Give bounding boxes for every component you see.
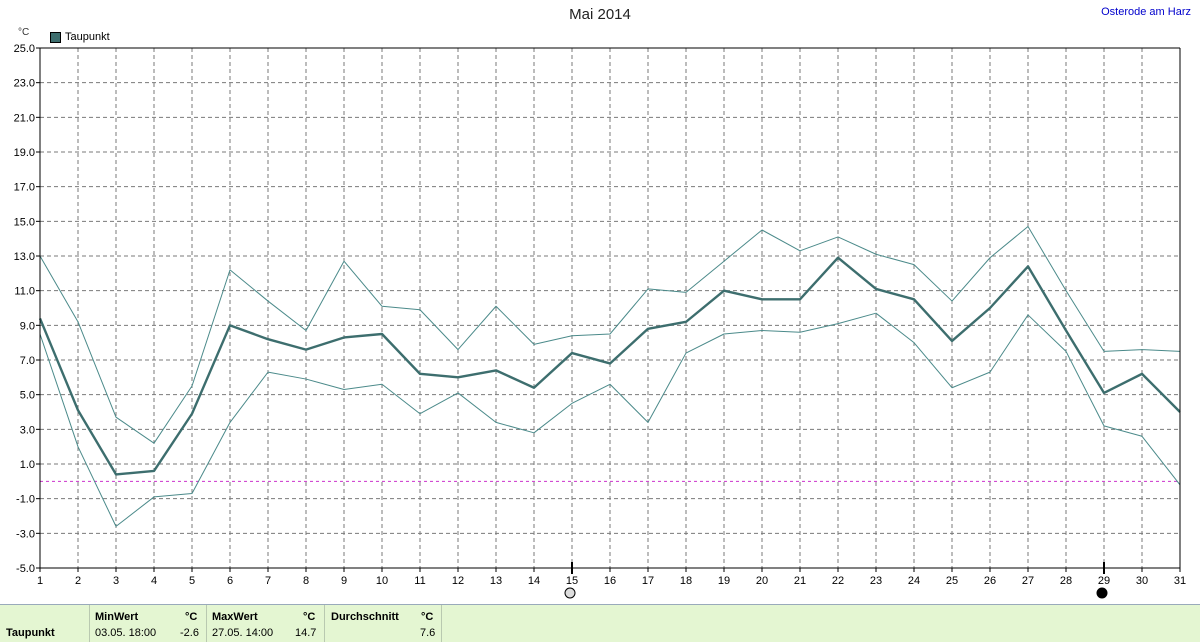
stats-panel: Taupunkt MinWert °C 03.05. 18:00 -2.6 Ma… xyxy=(0,604,1200,642)
legend-swatch xyxy=(50,31,61,43)
x-tick-label: 19 xyxy=(718,575,730,587)
avg-value: 7.6 xyxy=(420,627,436,639)
legend-label: Taupunkt xyxy=(65,31,110,43)
x-tick-label: 6 xyxy=(227,575,233,587)
x-tick-label: 24 xyxy=(908,575,920,587)
y-tick-label: -3.0 xyxy=(16,528,35,540)
moon-phase-markers xyxy=(564,562,1108,599)
min-label: MinWert xyxy=(95,611,139,623)
y-tick-label: -1.0 xyxy=(16,494,35,506)
x-tick-label: 20 xyxy=(756,575,768,587)
series-line-envelope xyxy=(39,312,1181,527)
dewpoint-chart: 25.023.021.019.017.015.013.011.09.07.05.… xyxy=(14,43,1186,599)
x-tick-label: 11 xyxy=(414,575,425,587)
y-tick-label: 25.0 xyxy=(14,43,35,55)
max-date: 27.05. 14:00 xyxy=(212,627,274,639)
min-unit: °C xyxy=(185,611,198,623)
chart-series xyxy=(38,226,1181,527)
y-tick-label: 23.0 xyxy=(14,78,35,90)
x-tick-label: 28 xyxy=(1060,575,1072,587)
y-axis-ticks: 25.0 23.0 21.0 19.0 17.0 15.0 13.0 11.0 9.0 7.0 5.… xyxy=(14,43,40,575)
min-date: 03.05. 18:00 xyxy=(95,627,157,639)
x-tick-label: 17 xyxy=(642,575,654,587)
x-tick-label: 23 xyxy=(870,575,882,587)
x-tick-label: 5 xyxy=(189,575,195,587)
stats-separator xyxy=(89,605,90,642)
x-tick-label: 31 xyxy=(1174,575,1186,587)
y-tick-label: 9.0 xyxy=(20,320,35,332)
x-tick-label: 13 xyxy=(490,575,502,587)
y-tick-label: 17.0 xyxy=(14,182,35,194)
y-tick-label: 13.0 xyxy=(14,251,35,263)
stats-separator xyxy=(206,605,207,642)
min-value: -2.6 xyxy=(180,627,199,639)
series-line-envelope xyxy=(39,226,1181,444)
x-tick-label: 25 xyxy=(946,575,958,587)
station-link[interactable]: Osterode am Harz xyxy=(1101,6,1191,18)
stats-separator xyxy=(324,605,325,642)
y-tick-label: 1.0 xyxy=(20,459,35,471)
avg-label: Durchschnitt xyxy=(331,611,399,623)
x-tick-label: 2 xyxy=(75,575,81,587)
chart-grid xyxy=(40,48,1180,568)
y-tick-label: 21.0 xyxy=(14,112,35,124)
stats-separator xyxy=(441,605,442,642)
x-tick-label: 21 xyxy=(794,575,806,587)
x-tick-label: 18 xyxy=(680,575,692,587)
y-tick-label: 7.0 xyxy=(20,355,35,367)
y-tick-label: -5.0 xyxy=(16,563,35,575)
full-moon-icon xyxy=(564,587,576,599)
legend: Taupunkt xyxy=(50,31,110,43)
x-tick-label: 22 xyxy=(832,575,844,587)
new-moon-icon xyxy=(1096,587,1108,599)
y-tick-label: 19.0 xyxy=(14,147,35,159)
x-tick-label: 10 xyxy=(376,575,388,587)
x-tick-label: 12 xyxy=(452,575,464,587)
y-tick-label: 3.0 xyxy=(20,424,35,436)
x-axis-ticks: 1 2 3 4 5 6 7 8 9 10 11 12 13 14 15 16 17 18 19 20 21 22 23 24 2… xyxy=(37,568,1186,587)
chart-title: Mai 2014 xyxy=(569,6,631,23)
y-axis-unit: °C xyxy=(18,27,30,38)
x-tick-label: 26 xyxy=(984,575,996,587)
x-tick-label: 30 xyxy=(1136,575,1148,587)
x-tick-label: 4 xyxy=(151,575,157,587)
x-tick-label: 8 xyxy=(303,575,309,587)
max-unit: °C xyxy=(303,611,316,623)
x-tick-label: 3 xyxy=(113,575,119,587)
series-line-mean xyxy=(38,256,1181,476)
x-tick-label: 9 xyxy=(341,575,347,587)
x-tick-label: 29 xyxy=(1098,575,1110,587)
x-tick-label: 27 xyxy=(1022,575,1034,587)
y-tick-label: 11.0 xyxy=(14,286,35,298)
max-label: MaxWert xyxy=(212,611,258,623)
y-tick-label: 15.0 xyxy=(14,216,35,228)
x-tick-label: 14 xyxy=(528,575,540,587)
x-tick-label: 16 xyxy=(604,575,616,587)
avg-unit: °C xyxy=(421,611,434,623)
x-tick-label: 7 xyxy=(265,575,271,587)
x-tick-label: 1 xyxy=(37,575,43,587)
stats-row-label: Taupunkt xyxy=(6,627,55,639)
max-value: 14.7 xyxy=(295,627,317,639)
y-tick-label: 5.0 xyxy=(20,390,35,402)
x-tick-label: 15 xyxy=(566,575,578,587)
